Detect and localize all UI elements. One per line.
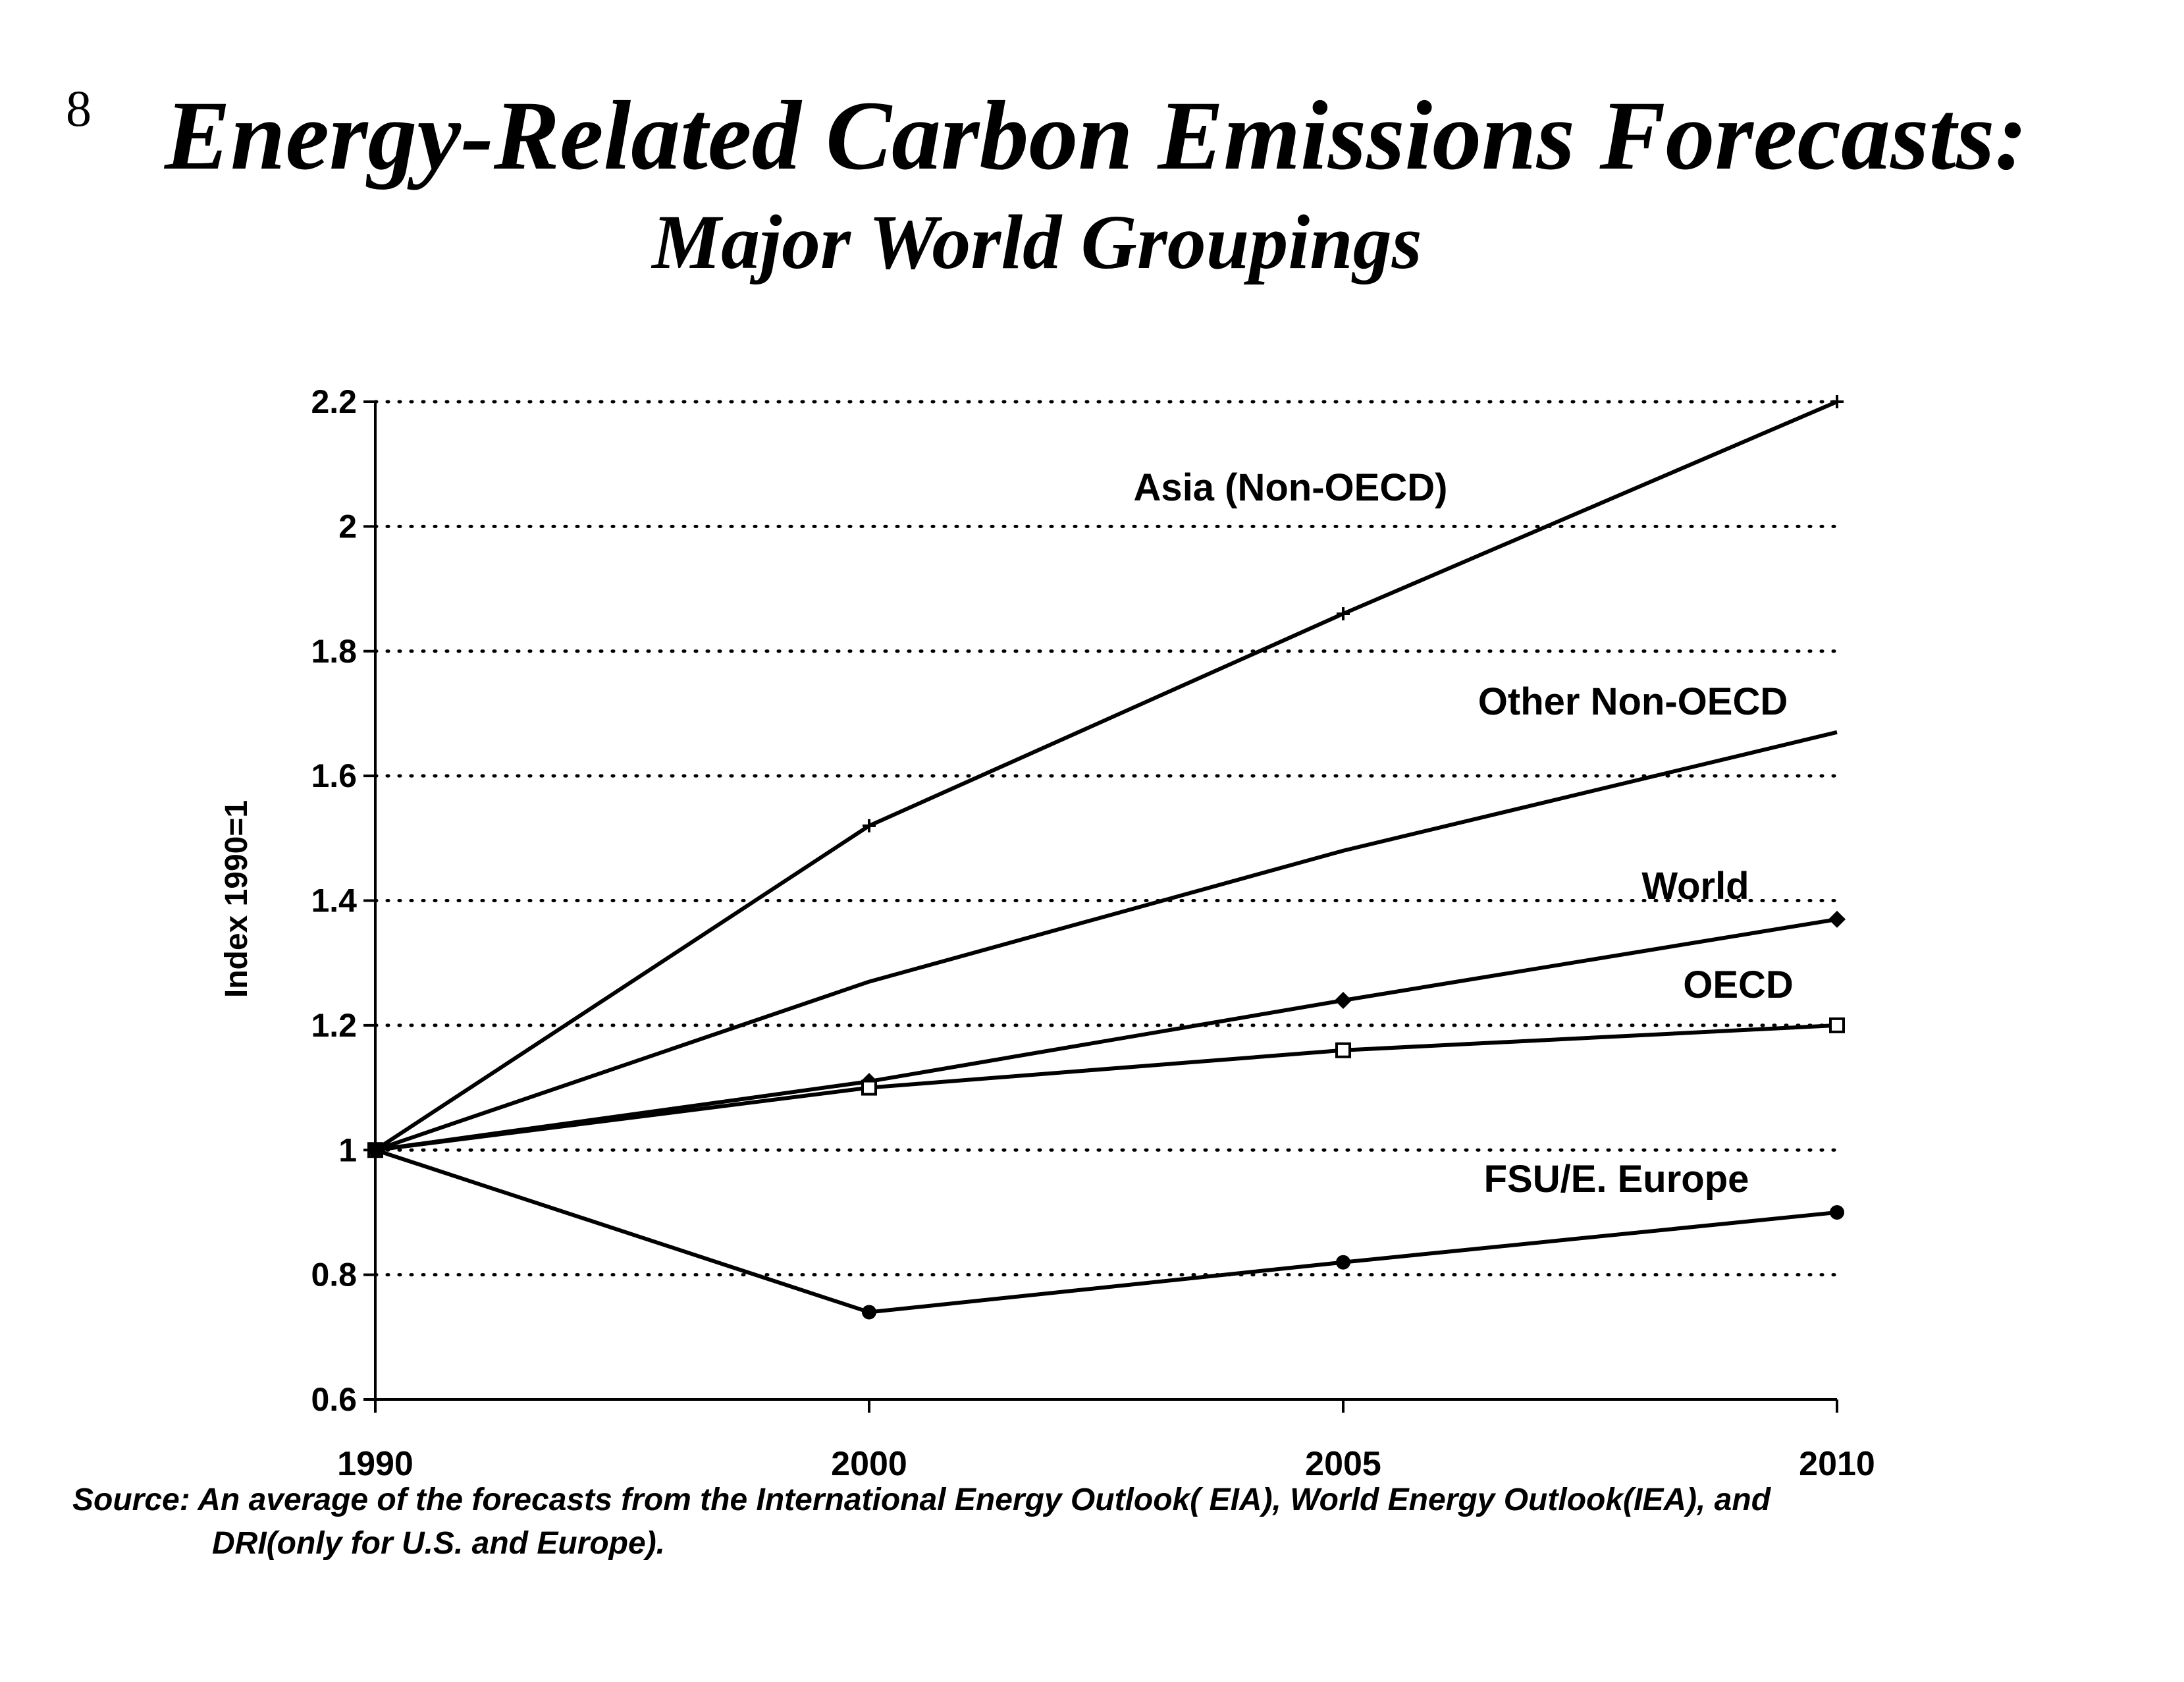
series-label: OECD <box>1683 963 1794 1006</box>
data-point-marker <box>1337 607 1350 620</box>
series-lines <box>367 395 1846 1320</box>
series-line <box>374 400 1838 1152</box>
chart-subtitle: Major World Groupings <box>652 199 1422 285</box>
data-point-marker <box>1335 1042 1351 1058</box>
x-axis-ticks: 1990 2000 2005 2010 <box>337 1399 1875 1483</box>
series-1 <box>375 730 1838 1153</box>
y-tick-label: 2 <box>338 508 357 545</box>
series-label: Asia (Non-OECD) <box>1134 466 1448 509</box>
x-tick-label: 2005 <box>1305 1445 1381 1483</box>
x-tick-label: 1990 <box>337 1445 413 1483</box>
x-tick-label: 2010 <box>1799 1445 1875 1483</box>
page-number: 8 <box>66 80 92 137</box>
source-note: Source: An average of the forecasts from… <box>72 1479 2048 1565</box>
y-tick-label: 1.8 <box>311 633 357 670</box>
series-label: Other Non-OECD <box>1478 680 1788 723</box>
series-label: FSU/E. Europe <box>1484 1158 1749 1201</box>
data-point-marker <box>863 819 876 832</box>
grid-lines <box>373 400 1839 1277</box>
data-point-marker <box>368 1143 383 1158</box>
y-axis-ticks: 0.6 0.8 1 1.2 1.4 1.6 1.8 2 2.2 <box>311 383 375 1418</box>
source-line-1: Source: An average of the forecasts from… <box>72 1482 1771 1517</box>
data-point-marker <box>862 1305 876 1320</box>
y-tick-label: 1.4 <box>311 882 357 919</box>
data-point-marker <box>1830 1205 1844 1220</box>
x-tick-label: 2000 <box>831 1445 907 1483</box>
series-labels: Asia (Non-OECD) Other Non-OECD World OECD FS… <box>1134 466 1794 1201</box>
y-tick-label: 1.2 <box>311 1007 357 1044</box>
series-line <box>375 1023 1838 1153</box>
chart-title: Energy-Related Carbon Emissions Forecast… <box>165 81 2028 190</box>
series-line <box>375 1148 1838 1315</box>
y-tick-label: 1 <box>338 1131 357 1168</box>
source-line-2: DRI(only for U.S. and Europe). <box>212 1526 666 1561</box>
data-point-marker <box>1829 1017 1845 1033</box>
data-point-marker <box>1830 395 1844 408</box>
data-point-marker <box>1336 1255 1350 1270</box>
series-label: World <box>1641 865 1749 908</box>
series-4 <box>368 1143 1844 1320</box>
y-tick-label: 1.6 <box>311 757 357 794</box>
chart-axes <box>374 402 1837 1401</box>
data-point-marker <box>861 1079 877 1096</box>
series-line <box>375 917 1838 1153</box>
data-point-marker <box>1828 910 1846 928</box>
y-tick-label: 0.8 <box>311 1257 357 1293</box>
y-tick-label: 0.6 <box>311 1381 357 1418</box>
y-tick-label: 2.2 <box>311 383 357 420</box>
y-axis-label: Index 1990=1 <box>219 800 254 998</box>
data-point-marker <box>1335 992 1352 1009</box>
series-line <box>375 730 1838 1153</box>
